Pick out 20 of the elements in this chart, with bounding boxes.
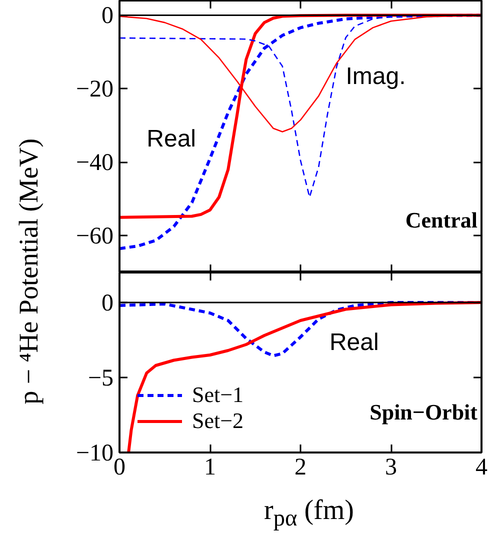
annotation: Real [146,126,196,153]
x-axis-title: r$_{pα}$ (fm) [264,494,354,534]
y-tick-label: 0 [102,290,114,316]
y-tick-label: 0 [102,3,114,30]
annotation: Imag. [346,63,406,90]
annotation: Spin−Orbit [370,400,478,424]
x-tick-label: 1 [204,454,216,480]
y-axis-title: p − ⁴He Potential (MeV) [13,138,44,404]
y-tick-label: −40 [76,150,114,176]
y-tick-label: −5 [88,366,114,392]
y-tick-label: −20 [76,76,114,103]
annotation: Central [405,208,478,232]
y-tick-label: −10 [76,440,114,466]
x-tick-label: 2 [294,454,306,480]
y-tick-label: −60 [76,224,114,250]
legend-label: Set−2 [192,408,244,434]
annotation: Real [329,329,379,356]
legend-label: Set−1 [192,382,244,408]
x-tick-label: 3 [385,454,397,480]
x-tick-label: 4 [476,454,488,480]
